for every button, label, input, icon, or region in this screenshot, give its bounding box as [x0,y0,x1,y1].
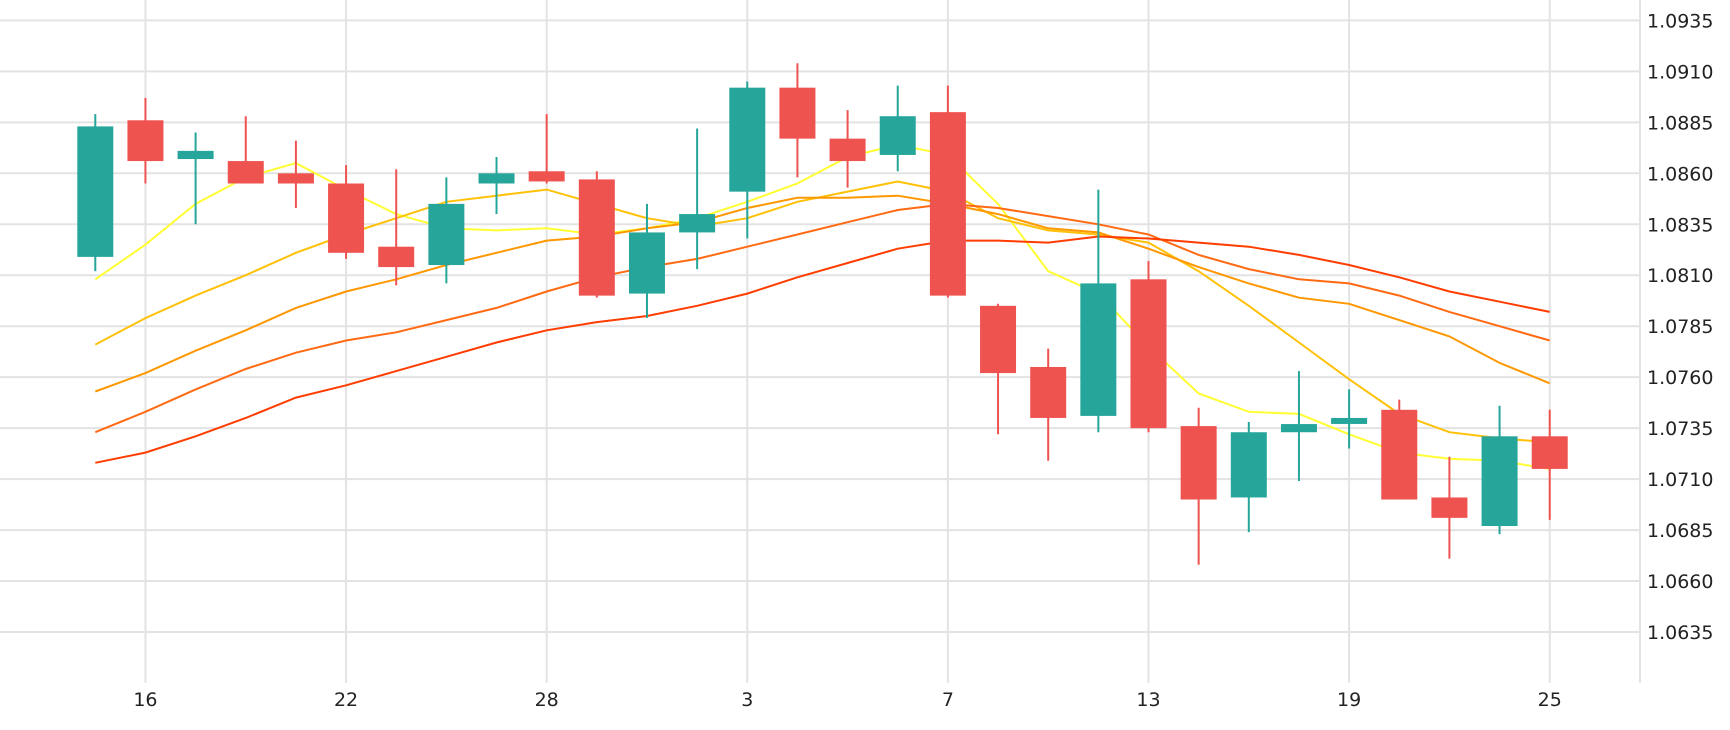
x-tick-label: 7 [942,689,954,711]
candle [679,128,716,270]
axes: 1.0935 1.0910 1.0885 1.0860 1.0835 1.0810 1.07… [133,10,1713,711]
x-tick-label: 22 [334,689,358,711]
candle-body [929,112,966,296]
candle-body [980,305,1017,374]
candle-body [1280,424,1317,433]
x-tick-label: 19 [1337,689,1361,711]
candle-body [1331,417,1368,424]
y-tick-label: 1.0735 [1647,418,1713,440]
candle-body [428,203,465,266]
candles [77,63,1568,565]
candle-body [328,183,365,253]
candle [829,110,866,188]
y-tick-label: 1.0935 [1647,10,1713,32]
candle [77,114,114,272]
candle [628,203,665,319]
y-tick-label: 1.0810 [1647,265,1713,287]
y-tick-label: 1.0685 [1647,520,1713,542]
candle-body [1030,366,1067,418]
candle [578,171,615,298]
candle-body [277,173,314,184]
candle [879,85,916,172]
candle [1180,407,1217,565]
candle-body [1230,432,1267,498]
y-tick-label: 1.0660 [1647,571,1713,593]
candle [1381,399,1418,500]
candle [980,303,1017,435]
y-tick-label: 1.0885 [1647,112,1713,134]
candle-body [378,246,415,268]
moving-average-line-4 [94,202,1550,434]
x-tick-label: 3 [741,689,753,711]
candle-body [177,150,214,160]
candle-body [77,126,114,257]
candle [1531,409,1568,520]
candle [1431,456,1468,559]
candle-body [227,161,264,184]
candle [1080,189,1117,433]
y-tick-label: 1.0710 [1647,469,1713,491]
candle-body [1180,426,1217,500]
y-tick-label: 1.0910 [1647,61,1713,83]
moving-average-line-2 [94,180,1550,444]
candle [478,156,515,215]
candle [528,114,565,184]
candle [227,116,264,184]
candle-body [1130,279,1167,429]
candle [177,132,214,225]
candle-body [478,173,515,184]
candle-body [528,171,565,182]
candle-body [1431,497,1468,518]
candle-body [829,138,866,162]
y-tick-label: 1.0760 [1647,367,1713,389]
x-tick-label: 28 [535,689,559,711]
y-tick-label: 1.0835 [1647,214,1713,236]
y-tick-label: 1.0785 [1647,316,1713,338]
candle [1030,348,1067,461]
candle-body [1381,409,1418,500]
candle [1331,389,1368,449]
candle-body [1481,436,1518,527]
candle [729,81,766,239]
y-tick-label: 1.0860 [1647,163,1713,185]
candle [277,140,314,208]
candle-body [1531,436,1568,469]
moving-average-line-3 [94,194,1551,393]
candle [1130,260,1167,433]
y-tick-label: 1.0635 [1647,622,1713,644]
x-tick-label: 16 [133,689,157,711]
candle [779,63,816,178]
candle-body [1080,283,1117,416]
x-tick-label: 13 [1136,689,1160,711]
candle [929,85,966,298]
grid [0,0,1641,683]
x-tick-label: 25 [1538,689,1562,711]
candle [328,165,365,259]
candle-body [578,179,615,296]
candle-body [879,116,916,155]
moving-average-line-5 [95,235,1550,464]
candle-body [127,120,164,162]
candle [127,97,164,184]
candle-body [779,87,816,139]
candle-body [679,214,716,233]
candle [1230,422,1267,533]
candle [1481,405,1518,535]
candle [1280,371,1317,482]
candle-body [729,87,766,192]
candle [428,177,465,284]
candle [378,169,415,286]
candle-body [628,232,665,294]
